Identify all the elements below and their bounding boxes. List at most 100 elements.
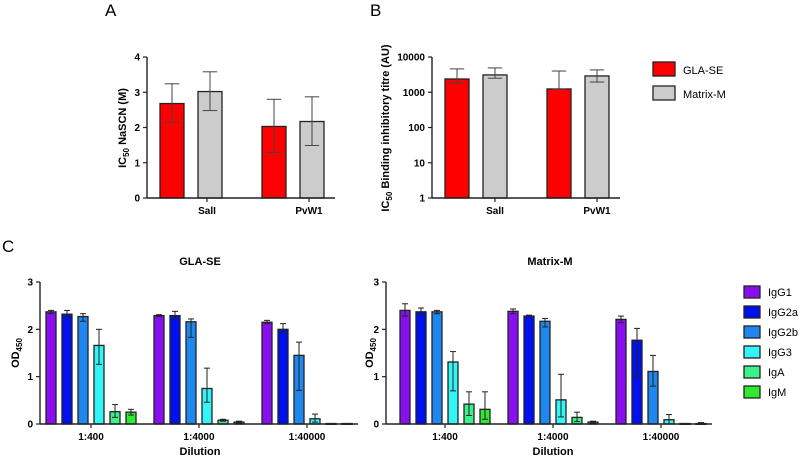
legend-label: IgG1 xyxy=(768,287,792,299)
legend-swatch xyxy=(743,325,761,339)
error-bar xyxy=(449,68,465,84)
y-tick-label: 1 xyxy=(27,372,33,383)
error-bar xyxy=(482,391,488,420)
error-bar xyxy=(551,70,567,90)
error-bar xyxy=(64,309,70,318)
error-bar xyxy=(487,67,503,79)
x-tick-label: SalI xyxy=(486,206,504,217)
legend-label: GLA-SE xyxy=(683,65,723,77)
y-tick-label: 10 xyxy=(414,158,426,169)
x-tick-label: 1:400 xyxy=(432,432,458,443)
error-bar xyxy=(450,351,456,392)
error-bar xyxy=(434,309,440,315)
error-bar xyxy=(164,83,180,123)
bar-matrix-m-sali xyxy=(482,74,508,199)
legend-label: IgG2b xyxy=(768,327,798,339)
legend-label: Matrix-M xyxy=(683,89,726,101)
x-tick-label: 1:400 xyxy=(78,432,104,443)
error-bar xyxy=(280,323,286,334)
error-bar xyxy=(590,420,596,424)
error-bar xyxy=(418,307,424,316)
y-tick-label: 4 xyxy=(134,53,140,64)
bar-igg2a-14000 xyxy=(169,314,181,425)
y-tick-label: 0 xyxy=(134,194,140,205)
legend-swatch xyxy=(652,85,676,101)
error-bar xyxy=(204,367,210,403)
error-bar xyxy=(634,327,640,378)
y-tick-label: 1000 xyxy=(403,88,426,99)
error-bar xyxy=(510,308,516,315)
error-bar xyxy=(48,309,54,315)
error-bar xyxy=(112,404,118,418)
y-tick-label: 2 xyxy=(27,325,33,336)
chart-title-matrix-m: Matrix-M xyxy=(527,256,572,268)
error-bar xyxy=(220,418,226,422)
bar-igg2a-1400 xyxy=(61,313,73,425)
x-tick-label: 1:4000 xyxy=(537,432,569,443)
error-bar xyxy=(172,310,178,320)
x-tick-label: SalI xyxy=(198,206,216,217)
y-tick-label: 10000 xyxy=(397,53,425,64)
panel-label-b: B xyxy=(370,1,381,20)
y-axis-label-c-left: OD450 xyxy=(10,338,24,368)
y-tick-label: 1 xyxy=(373,372,379,383)
x-tick-label: 1:40000 xyxy=(643,432,680,443)
y-tick-label: 2 xyxy=(134,123,140,134)
error-bar xyxy=(236,420,242,424)
y-tick-label: 1 xyxy=(419,194,425,205)
bar-igg1-1400 xyxy=(45,311,57,425)
plot-c-left: 0 1 2 3 1:400 1:4000 1:40000 xyxy=(27,278,358,443)
bar-igg2a-1400 xyxy=(415,311,427,425)
y-tick-label: 1 xyxy=(134,158,140,169)
legend-swatch xyxy=(743,305,761,319)
legend-swatch xyxy=(652,61,676,77)
bar-igg2b-1400 xyxy=(77,315,89,425)
bar-igg2a-14000 xyxy=(523,315,535,425)
error-bar xyxy=(202,71,218,112)
error-bar xyxy=(574,411,580,423)
x-tick-label: PvW1 xyxy=(295,206,323,217)
y-tick-label: 100 xyxy=(408,123,425,134)
error-bar xyxy=(96,328,102,365)
error-bar xyxy=(296,341,302,391)
legend-label: IgG2a xyxy=(768,307,799,319)
x-axis-label-c-right: Dilution xyxy=(533,446,574,458)
panel-label-c: C xyxy=(2,237,14,256)
bar-gla-se-pvw1 xyxy=(546,88,572,199)
x-axis-label-c-left: Dilution xyxy=(180,446,221,458)
error-bar xyxy=(589,69,605,83)
bar-igg2a-140000 xyxy=(277,328,289,425)
error-bar xyxy=(266,98,282,154)
legend-swatch xyxy=(743,285,761,299)
y-tick-label: 3 xyxy=(27,278,33,289)
error-bar xyxy=(618,315,624,324)
bar-igg2b-14000 xyxy=(539,320,551,425)
bar-igg1-14000 xyxy=(507,310,519,425)
error-bar xyxy=(156,314,162,318)
x-tick-label: PvW1 xyxy=(583,206,611,217)
legend: GLA-SE Matrix-M xyxy=(652,61,726,101)
error-bar xyxy=(304,96,320,146)
legend-swatch xyxy=(743,385,761,399)
error-bar xyxy=(558,373,564,418)
error-bar xyxy=(402,303,408,317)
legend: IgG1 IgG2a IgG2b IgG3 IgA IgM xyxy=(743,285,799,399)
y-tick-label: 3 xyxy=(134,88,140,99)
x-tick-label: 1:4000 xyxy=(183,432,215,443)
y-axis-label-b: IC50 Binding inhibitory titre (AU) xyxy=(380,44,394,212)
plot-a: 0 1 2 3 4 SalI PvW1 xyxy=(134,53,335,217)
legend-label: IgA xyxy=(768,367,785,379)
error-bar xyxy=(650,354,656,387)
y-tick-label: 2 xyxy=(373,325,379,336)
legend-label: IgM xyxy=(768,387,786,399)
chart-title-gla-se: GLA-SE xyxy=(179,256,221,268)
legend-swatch xyxy=(743,345,761,359)
y-tick-label: 0 xyxy=(27,420,33,431)
error-bar xyxy=(466,391,472,416)
error-bar xyxy=(526,314,532,318)
bar-matrix-m-pvw1 xyxy=(584,75,610,199)
plot-c-right: 0 1 2 3 1:400 1:4000 1:40000 IgG1 IgG2a IgG2b IgG3… xyxy=(373,278,798,444)
bar-gla-se-sali xyxy=(444,78,470,199)
error-bar xyxy=(264,319,270,325)
